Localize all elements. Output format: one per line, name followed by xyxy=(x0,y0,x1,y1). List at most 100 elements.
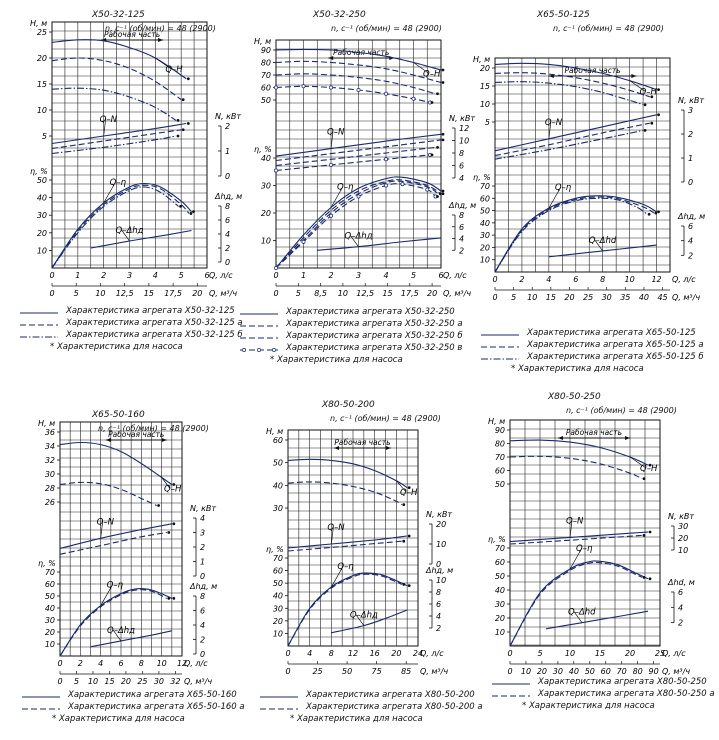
axis-tick-label: 10 xyxy=(273,629,283,638)
axis-title: Q, л/с xyxy=(662,649,686,658)
legend-label: Характеристика агрегата Х50-32-250 а xyxy=(286,319,463,329)
axis-tick-label: 8 xyxy=(600,275,605,284)
efficiency-curve-2 xyxy=(59,589,168,657)
curve-marker xyxy=(384,91,388,96)
legend: Характеристика агрегата Х65-50-125 Характ… xyxy=(479,328,704,376)
axis-tick-label: 15 xyxy=(144,289,154,298)
curve-end-dot xyxy=(167,531,171,534)
callout-q-n: Q–N xyxy=(97,517,115,527)
chart-title: Х80-50-250 xyxy=(548,392,601,402)
speed-label: n, c⁻¹ (об/мин) = 48 (2900) xyxy=(330,414,441,423)
axis-tick-label: 40 xyxy=(45,604,55,613)
axis-efficiency: 10 20 30 40 50η, % xyxy=(30,167,52,255)
axis-head: 5 10 15 20 25Н, м xyxy=(30,19,52,141)
grid xyxy=(287,429,419,647)
curve-end-dot xyxy=(648,577,652,581)
callout-q-eta: Q–η xyxy=(337,562,354,572)
curve-end-dot xyxy=(179,205,182,208)
curve-end-dot xyxy=(657,88,660,91)
legend-label: Характеристика агрегата Х65-50-125 xyxy=(527,328,696,338)
legend-swatch xyxy=(481,358,519,360)
curve-marker xyxy=(356,88,361,92)
axis-tick-label: 35 xyxy=(620,293,630,302)
power-curve-1 xyxy=(51,122,187,145)
head-curve-2 xyxy=(494,72,650,98)
curve-end-dot xyxy=(657,210,660,214)
legend: Характеристика агрегата Х50-32-250 Характ… xyxy=(238,307,463,367)
legend-swatch xyxy=(260,708,298,710)
axis-tick-label: 5 xyxy=(74,289,79,298)
axis-tick-label: 60 xyxy=(495,467,505,476)
legend-label: Характеристика агрегата Х65-50-160 xyxy=(68,690,237,700)
curve-end-dot xyxy=(402,503,406,506)
axis-unit-label: η, % xyxy=(38,559,56,568)
axis-tick-label: 10 xyxy=(261,237,271,246)
legend-swatch xyxy=(481,346,519,348)
callout-q-n: Q–N xyxy=(566,516,584,526)
axis-tick-label: 50 xyxy=(261,96,271,105)
head-curve-2 xyxy=(509,455,643,480)
legend-label: Характеристика агрегата Х50-32-125 xyxy=(66,306,235,316)
axis-tick-label: 15 xyxy=(546,293,556,302)
axis-tick-label: 26 xyxy=(45,498,55,507)
axis-tick-label: 4 xyxy=(200,514,205,523)
axis-tick-label: 10 xyxy=(157,659,167,668)
legend-label: Характеристика агрегата Х80-50-250 xyxy=(538,677,707,687)
legend-note: * Характеристика для насоса xyxy=(52,714,185,724)
axis-tick-label: 40 xyxy=(639,293,649,302)
callout-q-hd: Q–Δhд xyxy=(116,226,144,236)
callout-q-eta-leader xyxy=(103,181,116,204)
curve-marker xyxy=(329,162,333,167)
axis-unit-label: N, кВт xyxy=(426,510,452,519)
axis-tick-label: 15 xyxy=(104,677,114,686)
callout-q-n-leader xyxy=(330,526,334,545)
axis-flow-m3h: 0 25 50 75 85 Q, м³/ч xyxy=(285,661,448,676)
working-range: Рабочая часть xyxy=(105,430,167,442)
curve-end-dot xyxy=(441,192,445,196)
axis-flow-m3h: 0 5 10 15 20 25 30 32 Q, м³/ч xyxy=(57,671,212,686)
legend-label: Характеристика агрегата Х50-32-125 б xyxy=(66,330,243,340)
axis-tick-label: 34 xyxy=(45,442,55,451)
axis-tick-label: 30 xyxy=(602,293,612,302)
curve-end-dot xyxy=(647,212,651,216)
axis-unit-label: Δhд, м xyxy=(189,582,217,591)
legend-marker xyxy=(272,348,276,352)
axis-flow-ls: 0 1 2 3 4 5 6 Q, л/с xyxy=(273,271,467,280)
legend: Характеристика агрегата Х80-50-250 Характ… xyxy=(490,677,715,713)
efficiency-curve-1 xyxy=(509,560,649,647)
axis-tick-label: 2 xyxy=(688,130,693,139)
axis-tick-label: 28 xyxy=(45,484,55,493)
curve-end-dot xyxy=(407,584,411,588)
axis-tick-label: 0 xyxy=(507,649,512,658)
axis-tick-label: 17,5 xyxy=(164,289,182,298)
axis-tick-label: 8 xyxy=(329,649,334,658)
legend-label: Характеристика агрегата Х50-32-250 в xyxy=(286,343,463,353)
legend-label: Характеристика агрегата Х80-50-250 а xyxy=(538,689,715,699)
axis-tick-label: 6 xyxy=(436,600,441,609)
axis-tick-label: 10 xyxy=(480,100,490,109)
axis-tick-label: 20 xyxy=(480,243,490,252)
legend-note: * Характеристика для насоса xyxy=(290,714,423,724)
axis-tick-label: 6 xyxy=(225,216,230,225)
axis-tick-label: 0 xyxy=(57,659,62,668)
callout-q-hd-leader xyxy=(573,611,583,623)
legend-item: Характеристика агрегата Х50-32-250 в xyxy=(238,343,462,355)
legend-item: Характеристика агрегата Х65-50-125 а xyxy=(479,340,704,352)
axis-flow-m3h: 0 5 10 12,5 15 17,5 20 Q, м³/ч xyxy=(49,283,237,298)
axis-tick-label: 0 xyxy=(200,650,205,659)
curve-marker xyxy=(274,85,278,90)
axis-tick-label: 3 xyxy=(200,529,205,538)
curve-marker xyxy=(274,168,278,173)
legend-note: * Характеристика для насоса xyxy=(50,342,183,352)
axis-tick-label: 4 xyxy=(546,275,551,284)
axis-unit-label: N, кВт xyxy=(678,96,704,105)
curve-end-dot xyxy=(654,211,658,215)
curve-end-dot xyxy=(186,77,190,81)
chart-title: Х65-50-160 xyxy=(92,410,145,420)
power-curve-1 xyxy=(287,535,408,549)
legend-swatch xyxy=(240,325,278,327)
legend-swatch xyxy=(20,312,58,314)
curve-end-dot xyxy=(643,103,647,107)
axis-tick-label: 2 xyxy=(328,271,333,280)
